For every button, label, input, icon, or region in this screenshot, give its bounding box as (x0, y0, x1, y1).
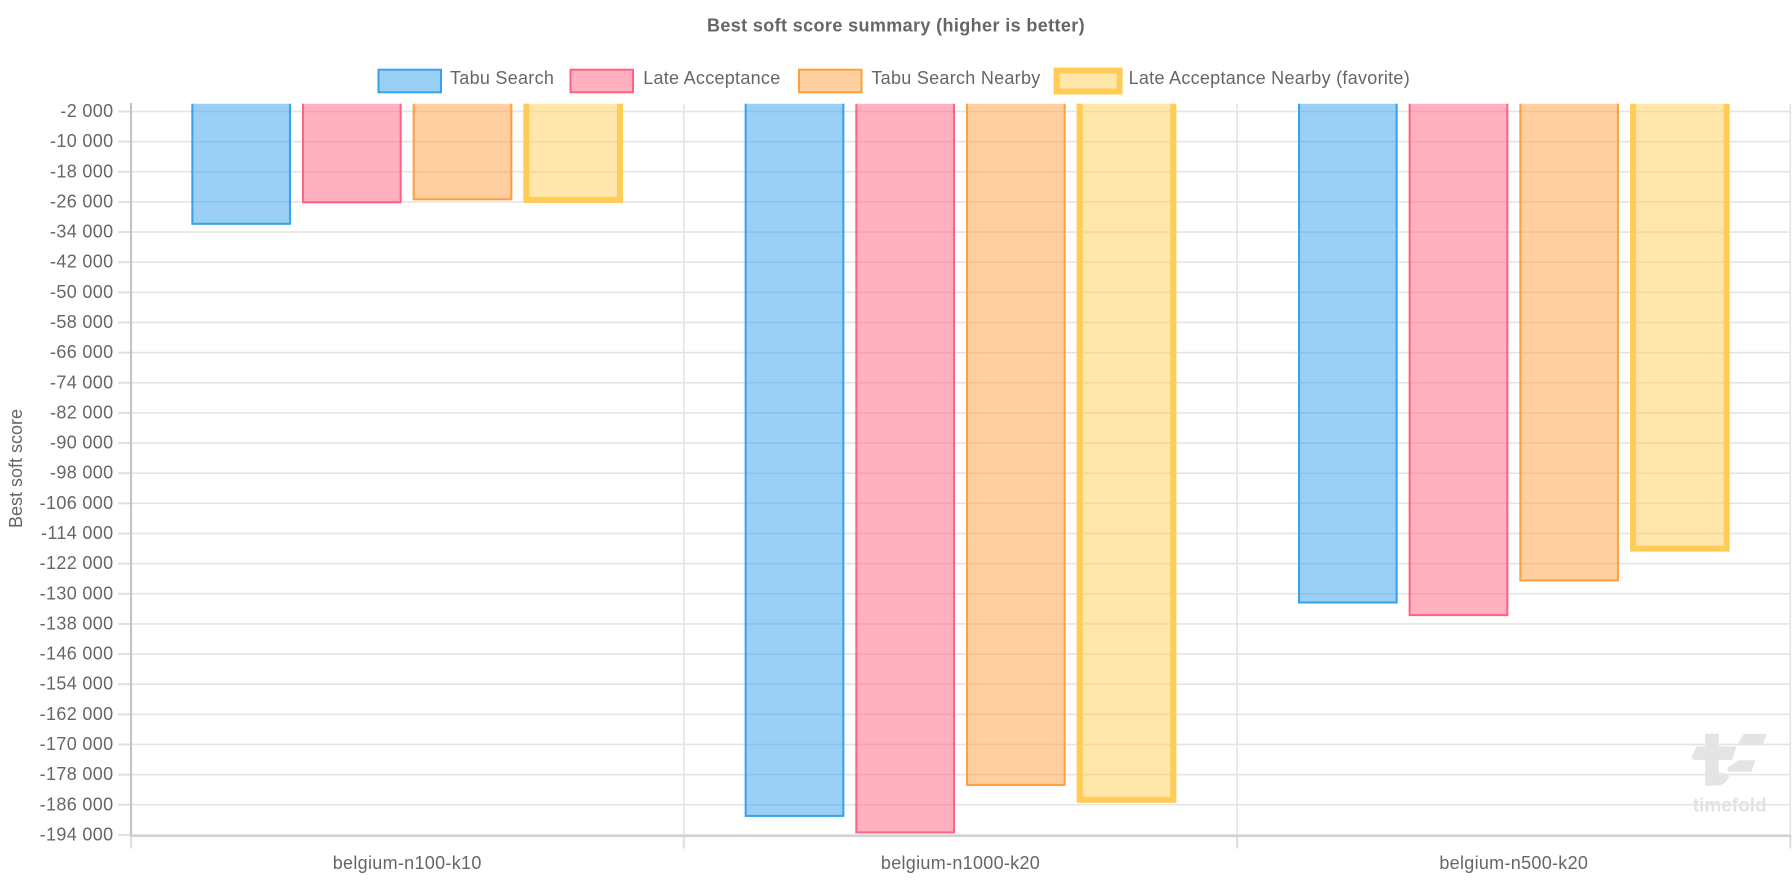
svg-text:-2 000: -2 000 (60, 101, 113, 121)
svg-text:Tabu Search Nearby: Tabu Search Nearby (871, 68, 1040, 88)
svg-text:Best soft score summary (highe: Best soft score summary (higher is bette… (707, 16, 1085, 36)
svg-text:-162 000: -162 000 (40, 704, 114, 724)
svg-text:-186 000: -186 000 (40, 794, 114, 814)
svg-text:Late Acceptance Nearby (favori: Late Acceptance Nearby (favorite) (1129, 68, 1410, 88)
svg-text:-170 000: -170 000 (40, 734, 114, 754)
svg-text:timefold: timefold (1693, 796, 1767, 817)
svg-text:belgium-n1000-k20: belgium-n1000-k20 (881, 853, 1040, 873)
svg-text:-122 000: -122 000 (40, 553, 114, 573)
svg-text:-74 000: -74 000 (50, 372, 114, 392)
svg-text:belgium-n500-k20: belgium-n500-k20 (1439, 853, 1588, 873)
svg-text:-114 000: -114 000 (41, 523, 114, 543)
svg-text:-42 000: -42 000 (50, 252, 114, 272)
svg-text:Best soft score: Best soft score (6, 409, 26, 528)
svg-text:-10 000: -10 000 (50, 131, 114, 151)
svg-text:-146 000: -146 000 (40, 644, 114, 664)
svg-text:-178 000: -178 000 (40, 764, 114, 784)
svg-text:-66 000: -66 000 (50, 342, 114, 362)
svg-text:-18 000: -18 000 (50, 161, 114, 181)
svg-text:-98 000: -98 000 (50, 463, 114, 483)
svg-text:-26 000: -26 000 (50, 191, 114, 211)
svg-text:-82 000: -82 000 (50, 402, 114, 422)
svg-text:-138 000: -138 000 (40, 613, 114, 633)
svg-text:-154 000: -154 000 (40, 674, 114, 694)
svg-text:belgium-n100-k10: belgium-n100-k10 (333, 853, 482, 873)
svg-text:-50 000: -50 000 (50, 282, 114, 302)
svg-text:Late Acceptance: Late Acceptance (643, 68, 780, 88)
svg-text:-106 000: -106 000 (40, 493, 114, 513)
svg-text:-90 000: -90 000 (50, 433, 114, 453)
svg-text:-130 000: -130 000 (40, 583, 114, 603)
svg-text:-34 000: -34 000 (50, 222, 114, 242)
svg-text:-58 000: -58 000 (50, 312, 114, 332)
svg-text:Tabu Search: Tabu Search (450, 68, 554, 88)
svg-text:-194 000: -194 000 (40, 824, 114, 844)
